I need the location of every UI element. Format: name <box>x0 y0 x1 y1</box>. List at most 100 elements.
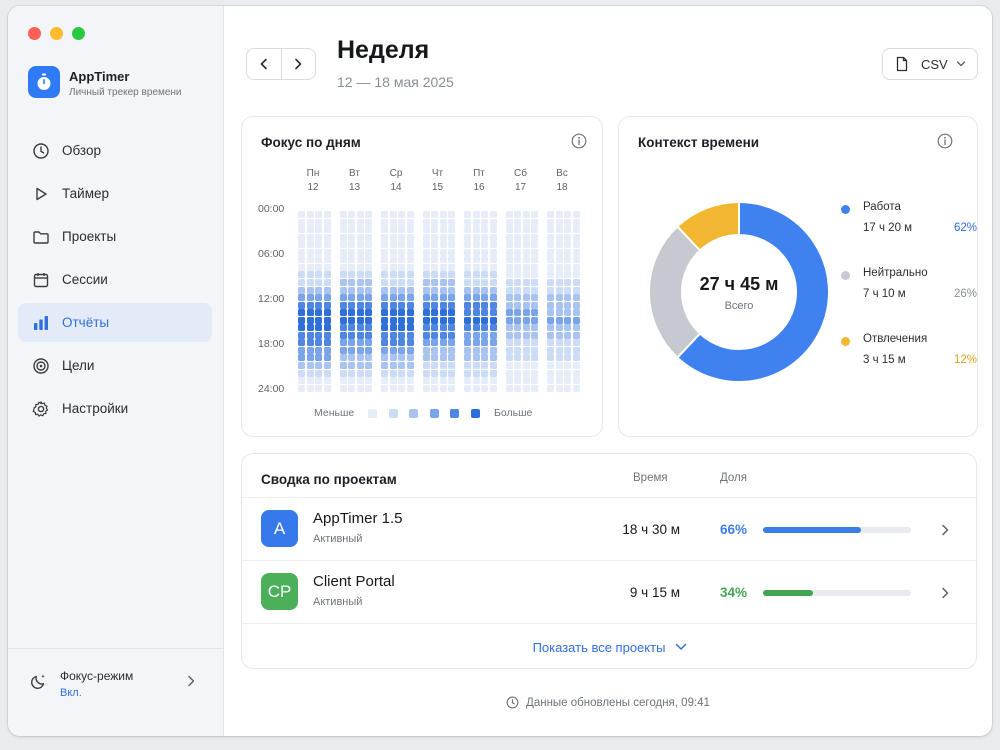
heatmap-cell <box>323 211 331 218</box>
heatmap-cell <box>365 316 372 324</box>
heatmap-cell <box>381 218 388 226</box>
heatmap-cell <box>572 377 580 385</box>
heatmap-cell <box>348 339 355 347</box>
export-csv-button[interactable]: CSV <box>882 48 978 80</box>
info-icon[interactable] <box>937 133 953 154</box>
previous-period-button[interactable] <box>247 49 282 79</box>
heatmap-cell <box>572 241 580 249</box>
heatmap-cell <box>431 354 438 362</box>
heatmap-cell <box>306 294 314 302</box>
heatmap-cell <box>339 241 347 249</box>
donut-total-label: Всего <box>724 300 754 312</box>
heatmap-cell <box>448 346 455 354</box>
heatmap-cell <box>389 233 397 241</box>
heatmap-cell <box>489 362 497 369</box>
heatmap-cell <box>464 294 471 302</box>
heatmap-cell <box>381 316 388 324</box>
heatmap-cell <box>505 301 513 309</box>
heatmap-cell <box>555 309 563 317</box>
heatmap-cell <box>431 377 438 385</box>
sidebar-item-goals[interactable]: Цели <box>18 346 212 385</box>
day-name: Пт <box>473 168 485 179</box>
heatmap-cell <box>505 226 513 234</box>
heatmap-cell <box>389 241 397 249</box>
sidebar-item-settings[interactable]: Настройки <box>18 389 212 428</box>
heatmap-cell <box>481 286 488 294</box>
heatmap-cell <box>522 211 530 218</box>
heatmap-cell <box>514 256 521 264</box>
heatmap-cell <box>522 369 530 377</box>
close-window-button[interactable] <box>28 27 41 40</box>
heatmap-cell <box>514 384 521 392</box>
sidebar-item-sessions[interactable]: Сессии <box>18 260 212 299</box>
day-name: Вт <box>349 168 360 179</box>
next-period-button[interactable] <box>282 49 316 79</box>
sidebar-item-overview[interactable]: Обзор <box>18 131 212 170</box>
heatmap-cell <box>339 248 347 256</box>
heatmap-cell <box>489 316 497 324</box>
heatmap-cell <box>422 301 430 309</box>
heatmap-cell <box>572 309 580 317</box>
heatmap-hour-label: 18:00 <box>258 338 285 350</box>
heatmap-cell <box>448 301 455 309</box>
heatmap-cell <box>365 256 372 264</box>
heatmap-cell <box>531 278 538 286</box>
heatmap-cell <box>406 354 414 362</box>
heatmap-cell <box>564 278 571 286</box>
heatmap-day-label: Чт 15 <box>423 167 453 195</box>
heatmap-cell <box>481 324 488 332</box>
heatmap-cell <box>514 301 521 309</box>
heatmap-cell <box>398 316 405 324</box>
info-icon[interactable] <box>571 133 587 154</box>
sidebar-item-timer[interactable]: Таймер <box>18 174 212 213</box>
project-time: 18 ч 30 м <box>622 522 680 537</box>
heatmap-cell <box>522 256 530 264</box>
heatmap-cell <box>381 384 388 392</box>
heatmap-cell <box>431 384 438 392</box>
zoom-window-button[interactable] <box>72 27 85 40</box>
heatmap-cell <box>505 369 513 377</box>
date-range: 12 — 18 мая 2025 <box>337 74 454 90</box>
heatmap-cell <box>439 377 447 385</box>
heatmap-cell <box>422 248 430 256</box>
heatmap-cell <box>406 271 414 279</box>
heatmap-cell <box>547 324 554 332</box>
heatmap-cell <box>315 362 322 369</box>
heatmap-cell <box>348 354 355 362</box>
heatmap-cell <box>315 286 322 294</box>
heatmap-cell <box>505 248 513 256</box>
sidebar-item-projects[interactable]: Проекты <box>18 217 212 256</box>
heatmap-cell <box>489 286 497 294</box>
focus-mode-toggle[interactable]: Фокус-режим Вкл. <box>8 648 224 708</box>
heatmap-cell <box>398 286 405 294</box>
heatmap-cell <box>505 384 513 392</box>
heatmap-cell <box>306 278 314 286</box>
heatmap-cell <box>489 384 497 392</box>
heatmap-cell <box>514 309 521 317</box>
heatmap-cell <box>448 263 455 271</box>
day-date: 15 <box>431 182 444 193</box>
heatmap-cell <box>522 339 530 347</box>
heatmap-cell <box>547 301 554 309</box>
sidebar-item-reports[interactable]: Отчёты <box>18 303 212 342</box>
heatmap-cell <box>315 384 322 392</box>
heatmap-cell <box>547 331 554 339</box>
heatmap-cell <box>381 354 388 362</box>
heatmap-cell <box>323 301 331 309</box>
heatmap-cell <box>348 377 355 385</box>
table-row[interactable]: CP Client Portal Активный 9 ч 15 м 34% <box>242 561 978 624</box>
day-date: 12 <box>307 182 319 193</box>
heatmap-cell <box>422 309 430 317</box>
day-name: Чт <box>431 168 444 179</box>
context-percent: 62% <box>953 222 977 234</box>
heatmap-cell <box>306 362 314 369</box>
heatmap-cell <box>505 263 513 271</box>
minimize-window-button[interactable] <box>50 27 63 40</box>
heatmap-cell <box>531 384 538 392</box>
table-row[interactable]: A AppTimer 1.5 Активный 18 ч 30 м 66% <box>242 498 978 561</box>
heatmap-cell <box>315 218 322 226</box>
heatmap-cell <box>464 286 471 294</box>
heatmap-cell <box>339 362 347 369</box>
context-name: Нейтрально <box>863 267 928 279</box>
show-all-projects-button[interactable]: Показать все проекты <box>242 624 978 670</box>
